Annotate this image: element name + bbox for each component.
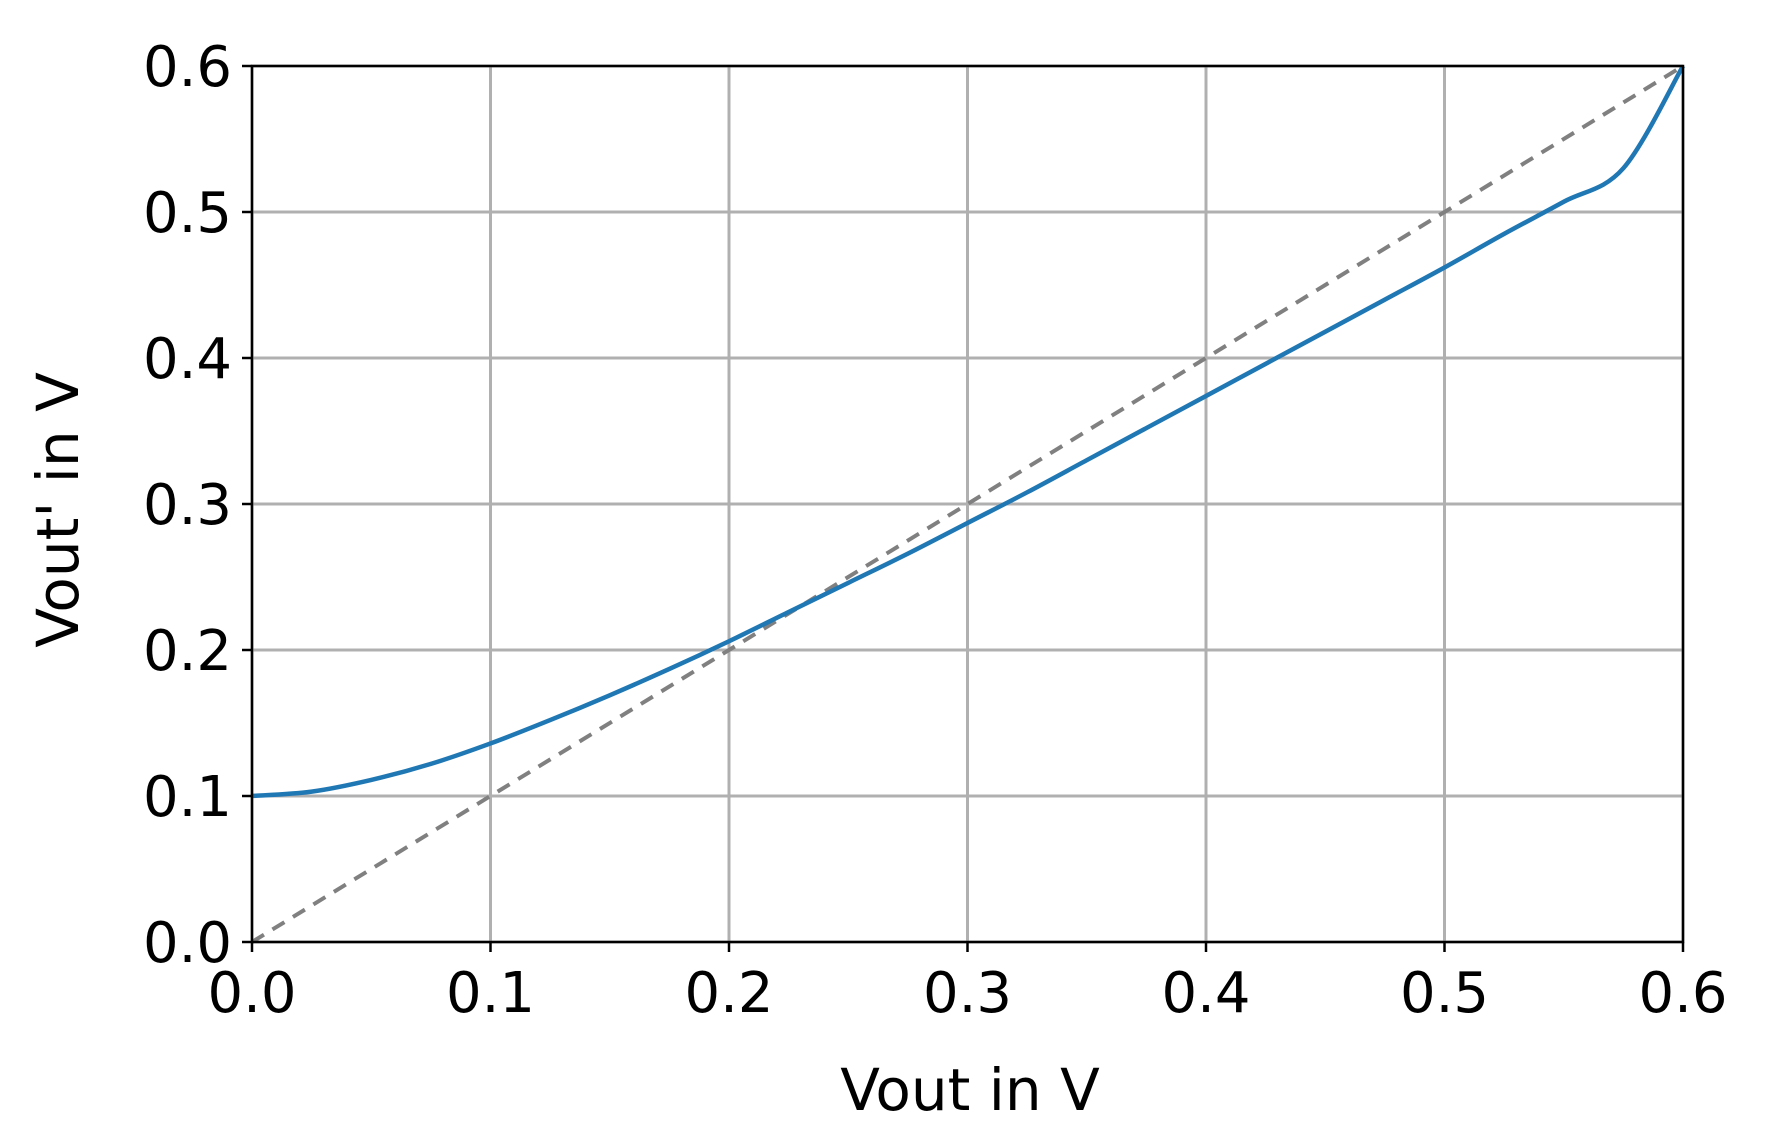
x-tick-label: 0.4 bbox=[1161, 961, 1250, 1026]
x-tick-label: 0.2 bbox=[684, 961, 773, 1026]
ticks: 0.0 0.1 0.2 0.3 0.4 0.5 0.6 0.0 0.1 0.2 0.3 0.4 0.5 0… bbox=[143, 35, 1728, 1026]
series-layer bbox=[250, 64, 1685, 944]
y-tick-label: 0.0 bbox=[143, 911, 232, 976]
x-tick-label: 0.0 bbox=[207, 961, 296, 1026]
y-axis-label: Vout' in V bbox=[24, 372, 92, 648]
series-line bbox=[251, 64, 1685, 799]
reference-line bbox=[250, 64, 1685, 944]
x-tick-label: 0.5 bbox=[1400, 961, 1489, 1026]
x-tick-label: 0.6 bbox=[1638, 961, 1727, 1026]
y-tick-label: 0.6 bbox=[143, 35, 232, 100]
y-tick-label: 0.3 bbox=[143, 473, 232, 538]
y-tick-label: 0.4 bbox=[143, 327, 232, 392]
x-axis-label: Vout in V bbox=[840, 1056, 1100, 1124]
x-tick-label: 0.1 bbox=[446, 961, 535, 1026]
y-tick-label: 0.5 bbox=[143, 181, 232, 246]
y-tick-label: 0.2 bbox=[143, 619, 232, 684]
x-tick-label: 0.3 bbox=[923, 961, 1012, 1026]
y-tick-label: 0.1 bbox=[143, 765, 232, 830]
